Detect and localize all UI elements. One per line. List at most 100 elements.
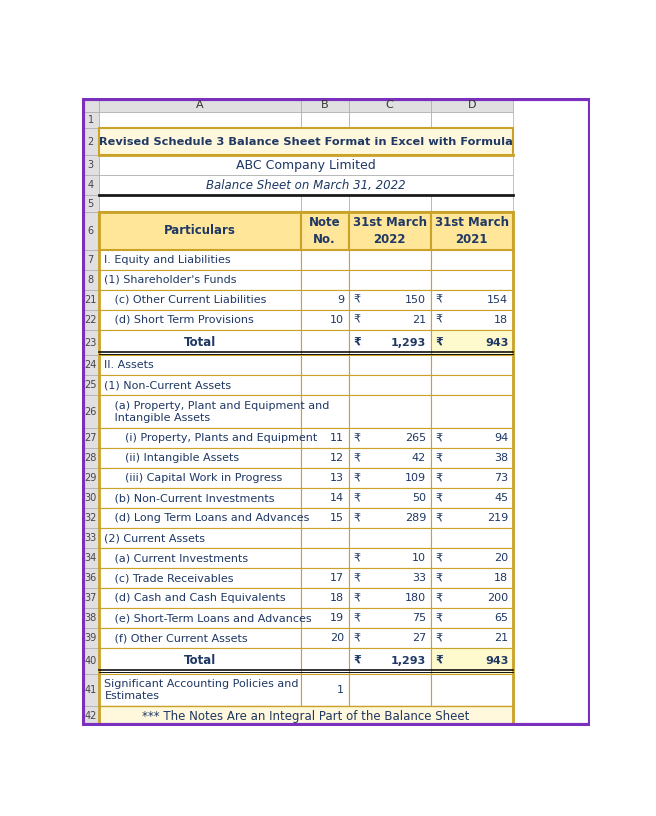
Bar (99, 528, 300, 548)
Text: ₹: ₹ (436, 315, 443, 325)
Text: 14: 14 (330, 493, 344, 503)
Text: 24: 24 (85, 361, 96, 370)
Bar (82, 588, 99, 608)
Text: ₹: ₹ (436, 633, 443, 643)
Bar (99, 588, 300, 608)
Bar (431, 290, 513, 310)
Text: 34: 34 (85, 553, 96, 563)
Bar (82, 673, 99, 706)
Bar (431, 330, 513, 356)
Text: 73: 73 (494, 473, 508, 483)
Text: (ii) Intangible Assets: (ii) Intangible Assets (104, 453, 239, 463)
Text: (d) Short Term Provisions: (d) Short Term Provisions (104, 315, 255, 325)
Bar (99, 112, 300, 128)
Text: 19: 19 (330, 613, 344, 623)
Bar (431, 428, 513, 448)
Text: 219: 219 (487, 513, 508, 523)
Text: 45: 45 (494, 493, 508, 503)
Text: 50: 50 (412, 493, 426, 503)
Bar (99, 396, 300, 428)
Bar (82, 310, 99, 330)
Text: (d) Cash and Cash Equivalents: (d) Cash and Cash Equivalents (104, 593, 286, 603)
Text: 25: 25 (84, 380, 97, 390)
Bar (300, 250, 348, 270)
Bar (300, 428, 348, 448)
Text: *** The Notes Are an Integral Part of the Balance Sheet: *** The Notes Are an Integral Part of th… (142, 710, 470, 723)
Bar (431, 270, 513, 290)
Bar (431, 608, 513, 628)
Text: 23: 23 (85, 338, 96, 348)
Bar (348, 356, 431, 375)
Bar (348, 112, 431, 128)
Text: ₹: ₹ (353, 633, 360, 643)
Bar (431, 673, 513, 706)
Text: A: A (196, 100, 203, 110)
Bar (348, 290, 431, 310)
Bar (82, 290, 99, 310)
Text: 21: 21 (85, 295, 96, 305)
Text: 33: 33 (412, 573, 426, 583)
Text: ₹: ₹ (353, 513, 360, 523)
Text: (e) Short-Term Loans and Advances: (e) Short-Term Loans and Advances (104, 613, 312, 623)
Text: ₹: ₹ (353, 295, 360, 305)
Bar (99, 195, 300, 212)
Bar (348, 608, 431, 628)
Bar (348, 270, 431, 290)
Bar (82, 468, 99, 488)
Bar (431, 468, 513, 488)
Text: ₹: ₹ (436, 613, 443, 623)
Text: 21: 21 (494, 633, 508, 643)
Text: 26: 26 (85, 406, 96, 417)
Bar (300, 568, 348, 588)
Bar (431, 375, 513, 396)
Text: (2) Current Assets: (2) Current Assets (104, 533, 205, 543)
Text: (d) Long Term Loans and Advances: (d) Long Term Loans and Advances (104, 513, 310, 523)
Bar (431, 98, 513, 112)
Text: ₹: ₹ (353, 553, 360, 563)
Bar (82, 112, 99, 128)
Bar (348, 212, 431, 250)
Text: 20: 20 (494, 553, 508, 563)
Bar (348, 568, 431, 588)
Bar (82, 270, 99, 290)
Text: B: B (321, 100, 329, 110)
Text: ₹: ₹ (353, 573, 360, 583)
Bar (82, 98, 99, 112)
Bar (431, 548, 513, 568)
Text: 943: 943 (485, 656, 508, 666)
Text: 15: 15 (330, 513, 344, 523)
Text: ₹: ₹ (353, 338, 361, 348)
Bar (82, 155, 99, 175)
Bar (348, 428, 431, 448)
Text: Total: Total (184, 336, 216, 349)
Text: 1: 1 (87, 115, 94, 125)
Text: (a) Property, Plant and Equipment and
   Intangible Assets: (a) Property, Plant and Equipment and In… (104, 401, 330, 423)
Text: (a) Current Investments: (a) Current Investments (104, 553, 249, 563)
Bar (82, 396, 99, 428)
Bar (99, 548, 300, 568)
Text: ₹: ₹ (353, 433, 360, 443)
Text: Total: Total (184, 654, 216, 667)
Bar (300, 212, 348, 250)
Text: ₹: ₹ (436, 573, 443, 583)
Text: 65: 65 (494, 613, 508, 623)
Bar (431, 250, 513, 270)
Bar (82, 528, 99, 548)
Bar (348, 508, 431, 528)
Bar (99, 270, 300, 290)
Bar (82, 330, 99, 356)
Text: 6: 6 (87, 226, 94, 236)
Bar (99, 310, 300, 330)
Bar (99, 488, 300, 508)
Bar (348, 488, 431, 508)
Text: 1: 1 (337, 685, 344, 695)
Bar (300, 468, 348, 488)
Text: ₹: ₹ (436, 433, 443, 443)
Bar (348, 310, 431, 330)
Bar (348, 396, 431, 428)
Bar (300, 448, 348, 468)
Bar (348, 375, 431, 396)
Bar (82, 568, 99, 588)
Text: Note
No.: Note No. (309, 216, 340, 246)
Text: 11: 11 (330, 433, 344, 443)
